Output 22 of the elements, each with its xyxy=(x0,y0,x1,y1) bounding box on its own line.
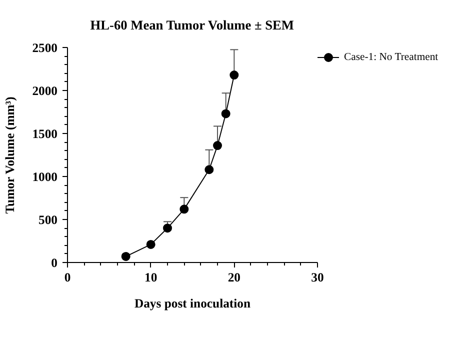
point xyxy=(146,240,156,249)
chart-title: HL-60 Mean Tumor Volume ± SEM xyxy=(90,18,294,32)
point xyxy=(163,224,172,233)
x-tick-label: 20 xyxy=(228,270,240,284)
y-tick-label: 0 xyxy=(51,256,58,270)
y-tick-label: 2000 xyxy=(32,84,58,98)
point xyxy=(213,141,222,150)
point xyxy=(204,165,214,174)
y-tick-label: 2500 xyxy=(32,41,58,55)
x-tick-label: 0 xyxy=(64,270,71,284)
point xyxy=(221,109,230,118)
point xyxy=(230,70,239,80)
x-axis-title: Days post inoculation xyxy=(134,296,251,310)
y-tick-label: 1000 xyxy=(32,170,58,184)
y-axis-title: Tumor Volume (mm³) xyxy=(3,96,18,214)
point xyxy=(121,252,130,261)
y-tick-label: 1500 xyxy=(32,127,58,141)
x-tick-label: 10 xyxy=(144,270,158,284)
x-tick-label: 30 xyxy=(311,270,324,284)
point xyxy=(180,204,189,214)
legend-label: Case-1: No Treatment xyxy=(344,52,438,62)
y-tick-label: 500 xyxy=(38,213,58,227)
